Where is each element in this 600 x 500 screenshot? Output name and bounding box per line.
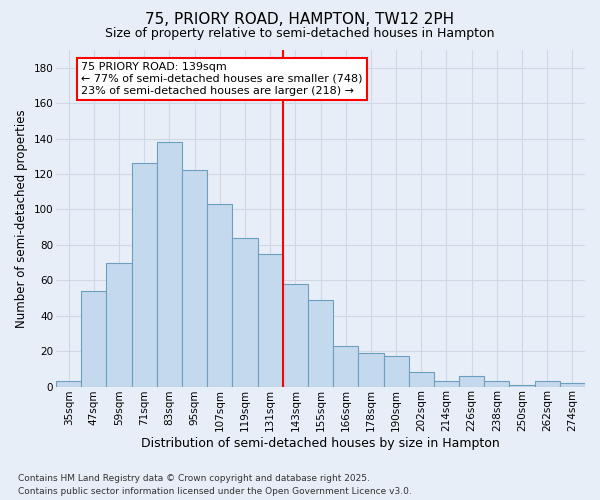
Bar bbox=[383, 356, 409, 386]
Bar bbox=[106, 262, 131, 386]
Bar bbox=[131, 164, 157, 386]
Bar bbox=[358, 353, 383, 386]
Bar bbox=[308, 300, 333, 386]
X-axis label: Distribution of semi-detached houses by size in Hampton: Distribution of semi-detached houses by … bbox=[141, 437, 500, 450]
Bar bbox=[232, 238, 257, 386]
Text: 75 PRIORY ROAD: 139sqm
← 77% of semi-detached houses are smaller (748)
23% of se: 75 PRIORY ROAD: 139sqm ← 77% of semi-det… bbox=[81, 62, 363, 96]
Bar bbox=[81, 291, 106, 386]
Bar bbox=[509, 385, 535, 386]
Bar bbox=[484, 381, 509, 386]
Text: 75, PRIORY ROAD, HAMPTON, TW12 2PH: 75, PRIORY ROAD, HAMPTON, TW12 2PH bbox=[145, 12, 455, 28]
Bar bbox=[459, 376, 484, 386]
Bar bbox=[535, 381, 560, 386]
Bar bbox=[434, 381, 459, 386]
Bar bbox=[207, 204, 232, 386]
Text: Size of property relative to semi-detached houses in Hampton: Size of property relative to semi-detach… bbox=[105, 28, 495, 40]
Bar bbox=[333, 346, 358, 387]
Bar bbox=[56, 381, 81, 386]
Bar bbox=[409, 372, 434, 386]
Bar bbox=[157, 142, 182, 386]
Bar bbox=[283, 284, 308, 386]
Y-axis label: Number of semi-detached properties: Number of semi-detached properties bbox=[15, 109, 28, 328]
Text: Contains HM Land Registry data © Crown copyright and database right 2025.: Contains HM Land Registry data © Crown c… bbox=[18, 474, 370, 483]
Bar bbox=[182, 170, 207, 386]
Bar bbox=[257, 254, 283, 386]
Text: Contains public sector information licensed under the Open Government Licence v3: Contains public sector information licen… bbox=[18, 487, 412, 496]
Bar bbox=[560, 383, 585, 386]
